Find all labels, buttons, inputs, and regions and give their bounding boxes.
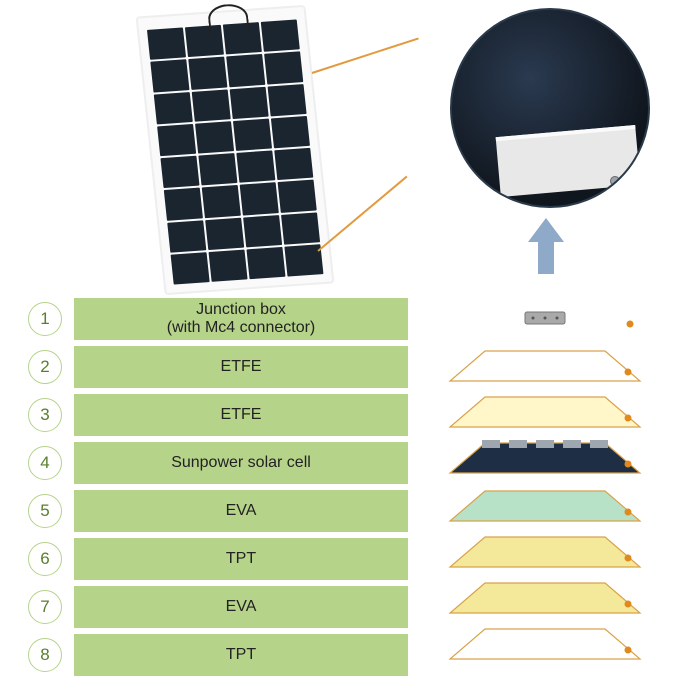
layer-row: 1 Junction box (with Mc4 connector) (28, 298, 408, 340)
layer-label: TPT (74, 634, 408, 676)
layer-number: 8 (28, 638, 62, 672)
layer-row: 5 EVA (28, 490, 408, 532)
layer-label: EVA (74, 586, 408, 628)
panel-corner-detail (496, 125, 641, 197)
solar-panel-photo (136, 5, 335, 295)
layer-number: 1 (28, 302, 62, 336)
callout-line (312, 37, 419, 74)
layer-row: 3 ETFE (28, 394, 408, 436)
layer-label: Junction box (with Mc4 connector) (74, 298, 408, 340)
layer-label: ETFE (74, 346, 408, 388)
layer-number: 4 (28, 446, 62, 480)
panel-cell-grid (147, 19, 323, 284)
layer-number: 6 (28, 542, 62, 576)
up-arrow-icon (526, 218, 566, 278)
exploded-layer-stack (400, 288, 690, 688)
layer-number: 7 (28, 590, 62, 624)
layer-row: 4 Sunpower solar cell (28, 442, 408, 484)
layer-row: 6 TPT (28, 538, 408, 580)
layer-label: EVA (74, 490, 408, 532)
layer-number: 3 (28, 398, 62, 432)
layer-number: 5 (28, 494, 62, 528)
grommet-icon (610, 176, 620, 186)
layer-row: 2 ETFE (28, 346, 408, 388)
panel-wire (207, 3, 250, 34)
layer-label: ETFE (74, 394, 408, 436)
callout-line (317, 176, 407, 252)
layer-label: TPT (74, 538, 408, 580)
layer-number: 2 (28, 350, 62, 384)
layer-row: 8 TPT (28, 634, 408, 676)
detail-zoom-circle (450, 8, 650, 208)
layer-row: 7 EVA (28, 586, 408, 628)
layer-label: Sunpower solar cell (74, 442, 408, 484)
layers-list: 1Junction box (with Mc4 connector)2ETFE3… (28, 298, 408, 682)
